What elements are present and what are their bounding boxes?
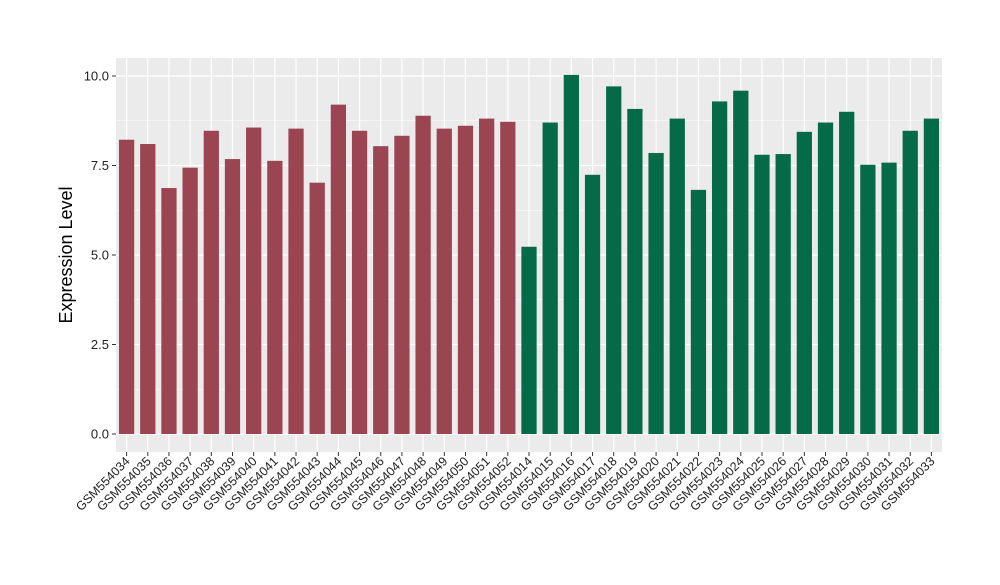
bar-GSM554019 — [627, 108, 643, 434]
bar-GSM554043 — [309, 182, 325, 434]
bar-GSM554049 — [436, 128, 452, 434]
bar-GSM554044 — [330, 104, 347, 434]
bar-GSM554025 — [754, 154, 770, 434]
bar-GSM554047 — [394, 135, 410, 434]
bar-GSM554029 — [839, 111, 855, 435]
y-tick-label: 5.0 — [91, 248, 109, 263]
bar-GSM554051 — [479, 118, 495, 435]
bar-GSM554024 — [733, 90, 749, 434]
bar-GSM554035 — [140, 144, 156, 434]
bar-GSM554027 — [796, 131, 812, 434]
bar-GSM554021 — [669, 118, 685, 435]
bar-GSM554023 — [711, 101, 728, 434]
bar-GSM554030 — [860, 164, 876, 434]
bar-GSM554037 — [182, 167, 198, 434]
x-axis-ticks: GSM554034GSM554035GSM554036GSM554037GSM5… — [73, 452, 938, 514]
bar-GSM554038 — [203, 130, 219, 435]
bar-GSM554036 — [161, 188, 177, 434]
bar-GSM554042 — [288, 128, 304, 434]
bar-GSM554033 — [923, 118, 940, 435]
bar-GSM554041 — [267, 160, 283, 434]
bar-GSM554039 — [224, 159, 241, 434]
bar-GSM554014 — [521, 246, 537, 434]
bar-GSM554052 — [500, 121, 516, 434]
bar-GSM554015 — [542, 122, 558, 434]
bars — [118, 74, 940, 435]
bar-GSM554040 — [246, 127, 262, 434]
bar-GSM554026 — [775, 154, 791, 434]
y-tick-label: 7.5 — [91, 158, 109, 173]
bar-GSM554031 — [881, 162, 897, 435]
bar-GSM554022 — [690, 189, 707, 434]
bar-GSM554045 — [351, 130, 368, 435]
bar-GSM554017 — [584, 174, 601, 435]
y-axis-ticks: 0.0 2.5 5.0 7.5 10.0 — [84, 69, 116, 442]
bar-GSM554050 — [457, 125, 474, 435]
y-tick-label: 10.0 — [84, 69, 109, 84]
bar-GSM554020 — [648, 152, 664, 434]
bar-GSM554048 — [415, 115, 431, 434]
bar-GSM554018 — [606, 86, 622, 435]
y-axis-label: Expression Level — [56, 186, 76, 323]
bar-GSM554028 — [817, 122, 834, 434]
bar-GSM554034 — [118, 139, 135, 434]
y-tick-label: 2.5 — [91, 337, 109, 352]
bar-GSM554046 — [373, 146, 389, 434]
bar-GSM554016 — [563, 74, 579, 435]
bar-GSM554032 — [902, 130, 918, 435]
y-tick-label: 0.0 — [91, 427, 109, 442]
